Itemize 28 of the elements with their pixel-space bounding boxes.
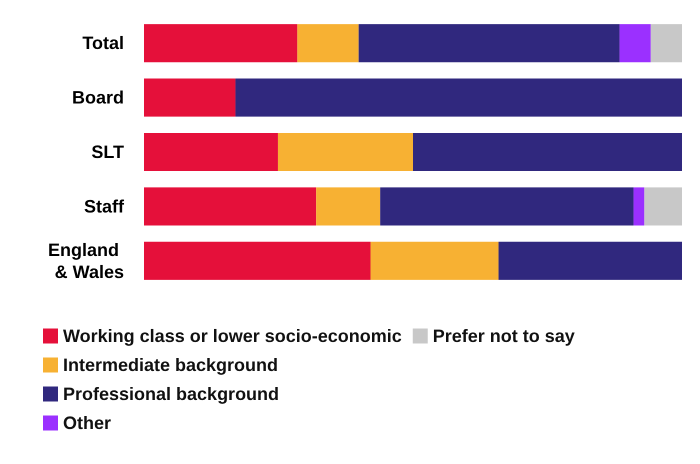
legend-label: Professional background <box>63 384 280 404</box>
bar <box>358 24 620 62</box>
bar <box>235 78 682 117</box>
legend-label: Prefer not to say <box>432 326 575 346</box>
bar <box>370 242 499 280</box>
y-tick-label: England & Wales <box>48 240 124 282</box>
legend-label: Other <box>63 413 112 433</box>
bar <box>144 78 236 117</box>
bar <box>316 187 380 226</box>
bar <box>644 187 682 226</box>
bar <box>634 187 644 226</box>
bar <box>620 24 651 62</box>
bar <box>413 132 682 172</box>
bar <box>144 24 298 62</box>
y-tick-label: Staff <box>84 196 126 216</box>
bar <box>650 24 682 62</box>
legend-label: Intermediate background <box>63 355 278 375</box>
bar <box>297 24 359 62</box>
legend-label: Working class or lower socio-economic <box>63 326 402 346</box>
y-tick-label: Total <box>82 33 124 54</box>
y-tick-label: SLT <box>91 142 124 162</box>
bar <box>144 242 370 280</box>
y-tick-label: Board <box>72 88 124 108</box>
bar <box>144 132 278 172</box>
bar <box>144 187 316 226</box>
bar <box>380 187 634 226</box>
bar <box>498 242 682 280</box>
bar <box>278 132 413 172</box>
